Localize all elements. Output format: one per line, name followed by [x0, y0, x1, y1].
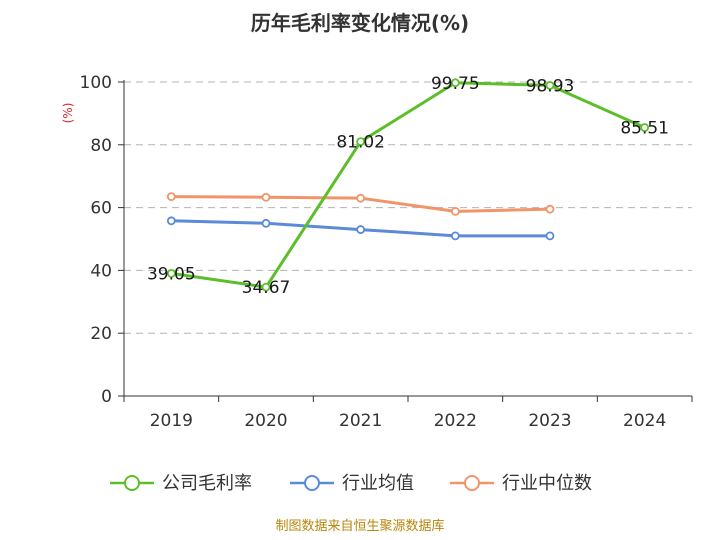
data-label: 39.05 — [147, 264, 196, 284]
y-tick-label: 20 — [90, 324, 112, 344]
x-tick-label: 2020 — [244, 411, 287, 431]
legend-item[interactable]: 行业中位数 — [450, 473, 592, 494]
data-point — [356, 137, 366, 146]
y-axis-label: (%) — [61, 103, 75, 124]
data-label: 81.02 — [336, 133, 385, 153]
data-label: 98.93 — [526, 76, 575, 96]
legend-item[interactable]: 行业均值 — [290, 473, 414, 494]
series-group — [166, 78, 650, 292]
y-tick-label: 100 — [80, 73, 112, 93]
legend[interactable]: 公司毛利率 行业均值 行业中位数 — [110, 473, 592, 494]
data-point — [450, 78, 460, 88]
data-point — [261, 282, 271, 292]
legend-label: 行业中位数 — [502, 473, 592, 494]
legend-label: 行业均值 — [342, 473, 414, 494]
data-label: 99.75 — [431, 74, 480, 94]
y-tick-label: 60 — [90, 199, 112, 219]
chart-title: 历年毛利率变化情况(%) — [251, 11, 469, 35]
x-tick-label: 2021 — [339, 411, 382, 431]
data-point — [356, 193, 366, 203]
legend-item[interactable]: 公司毛利率 — [110, 473, 252, 494]
y-tick-label: 0 — [101, 387, 112, 407]
data-point — [545, 231, 555, 241]
data-point — [166, 216, 176, 226]
data-point — [166, 268, 176, 278]
legend-swatch-marker — [304, 475, 320, 491]
data-point — [261, 218, 271, 228]
x-tick-label: 2019 — [150, 411, 193, 431]
x-tick-label: 2022 — [434, 411, 477, 431]
data-point — [545, 204, 555, 214]
series-line — [171, 81, 646, 289]
data-point — [545, 80, 555, 90]
axes: 0 20 40 60 80 100 2019 2020 2021 2022 2023 2024 — [80, 73, 693, 431]
data-point — [640, 123, 650, 132]
data-label: 85.51 — [620, 118, 669, 138]
y-tick-label: 80 — [90, 136, 112, 156]
grid — [124, 81, 692, 334]
legend-swatch-marker — [464, 475, 480, 491]
data-point — [450, 231, 460, 241]
legend-label: 公司毛利率 — [162, 473, 252, 494]
legend-swatch-marker — [124, 475, 140, 491]
x-tick-label: 2023 — [528, 411, 571, 431]
data-point — [356, 225, 366, 234]
data-label: 34.67 — [242, 278, 291, 298]
y-tick-label: 40 — [90, 261, 112, 281]
data-labels: 39.05 34.67 81.02 99.75 98.93 85.51 — [147, 74, 669, 298]
data-point — [450, 206, 460, 216]
x-tick-label: 2024 — [623, 411, 666, 431]
data-point — [166, 192, 176, 202]
data-point — [261, 192, 271, 202]
source-note: 制图数据来自恒生聚源数据库 — [275, 518, 444, 534]
